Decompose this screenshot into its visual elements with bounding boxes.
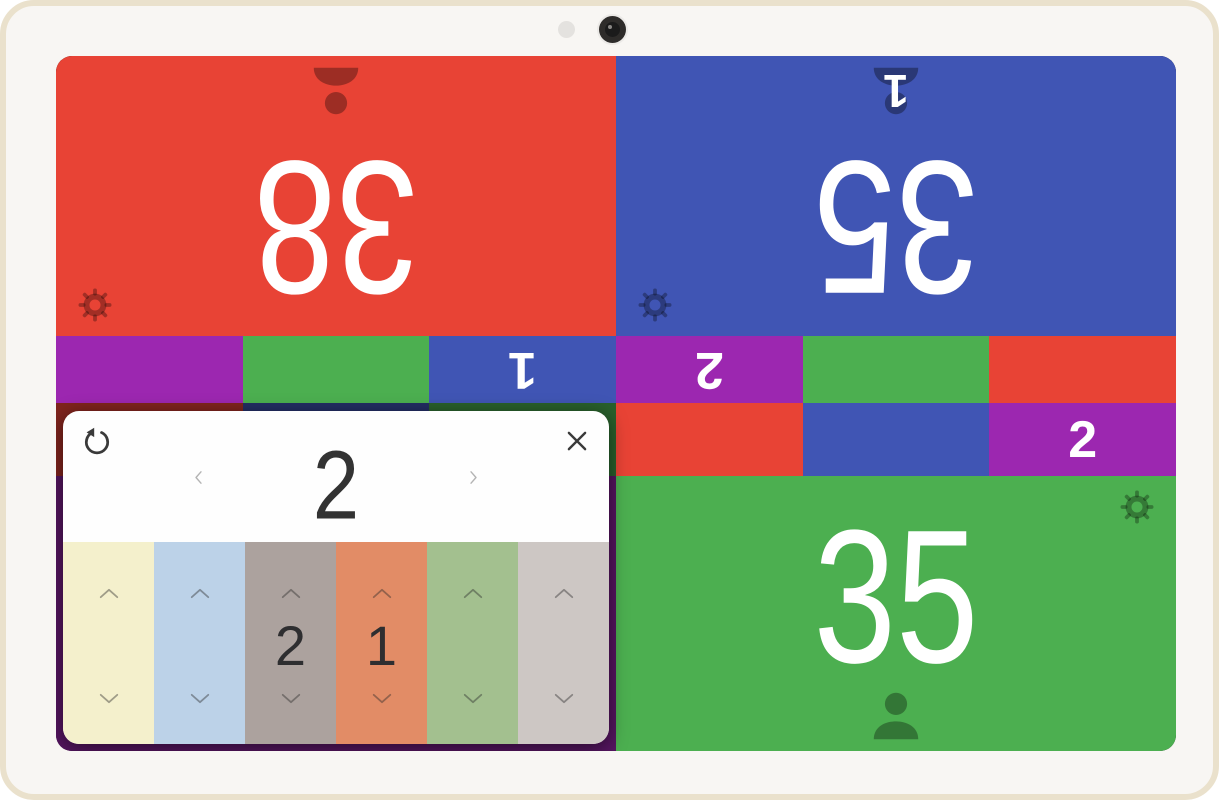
player-icon [307,62,365,120]
mini-counter-cell[interactable]: 2 [616,336,803,403]
stepper-column[interactable] [154,542,245,744]
chevron-down-icon[interactable] [462,692,484,706]
mini-counter-cell[interactable]: 1 [429,336,617,403]
settings-icon[interactable] [76,286,114,324]
player-icon [867,687,925,745]
camera-glint [608,25,612,29]
stepper-column[interactable] [427,542,518,744]
score-value: 35 [813,120,979,333]
prev-counter-button[interactable] [190,469,207,486]
next-counter-button[interactable] [465,469,482,486]
settings-icon[interactable] [1118,488,1156,526]
front-camera-icon [599,16,626,43]
chevron-up-icon[interactable] [189,586,211,600]
reset-button[interactable] [81,426,113,458]
player-panel-top-left[interactable]: 38 [56,56,616,336]
mini-counter-cell[interactable]: 2 [989,403,1176,476]
mini-counter-cell[interactable] [616,403,803,476]
mini-counter-cell[interactable] [989,336,1176,403]
chevron-up-icon[interactable] [462,586,484,600]
settings-icon[interactable] [636,286,674,324]
dialog-header: 2 [63,411,609,542]
player-number-badge: 1 [883,65,909,117]
mini-counter-value: 2 [694,340,724,399]
mini-counter-value: 2 [1068,410,1098,469]
stepper-columns: 2 1 [63,542,609,744]
score-value: 38 [253,120,419,333]
chevron-down-icon[interactable] [553,692,575,706]
score-value: 35 [813,491,979,703]
player-panel-bottom-right[interactable]: 35 [616,476,1176,751]
dialog-score-value: 2 [312,430,360,540]
camera-lens-icon [605,22,620,37]
chevron-down-icon[interactable] [98,692,120,706]
stepper-column[interactable]: 1 [336,542,427,744]
stepper-value: 2 [274,614,307,677]
chevron-up-icon[interactable] [553,586,575,600]
stepper-column[interactable]: 2 [245,542,336,744]
stepper-column[interactable] [518,542,609,744]
mini-counter-cell[interactable] [802,336,990,403]
mini-counter-row-top: 1 2 [56,336,1176,403]
mini-counter-cell[interactable] [56,336,243,403]
chevron-down-icon[interactable] [371,692,393,706]
mini-counter-value: 1 [508,340,538,399]
mini-counter-cell[interactable] [242,336,430,403]
app-screen: 38 [56,56,1176,751]
chevron-down-icon[interactable] [189,692,211,706]
player-panel-top-right[interactable]: 35 1 [616,56,1176,336]
player-icon: 1 [867,62,925,120]
stepper-value: 1 [365,614,398,677]
ambient-sensor-icon [558,21,575,38]
chevron-up-icon[interactable] [371,586,393,600]
close-button[interactable] [564,428,590,454]
counter-edit-dialog: 2 [63,411,609,744]
chevron-up-icon[interactable] [98,586,120,600]
mini-counter-cell[interactable] [802,403,990,476]
chevron-down-icon[interactable] [280,692,302,706]
stepper-column[interactable] [63,542,154,744]
chevron-up-icon[interactable] [280,586,302,600]
